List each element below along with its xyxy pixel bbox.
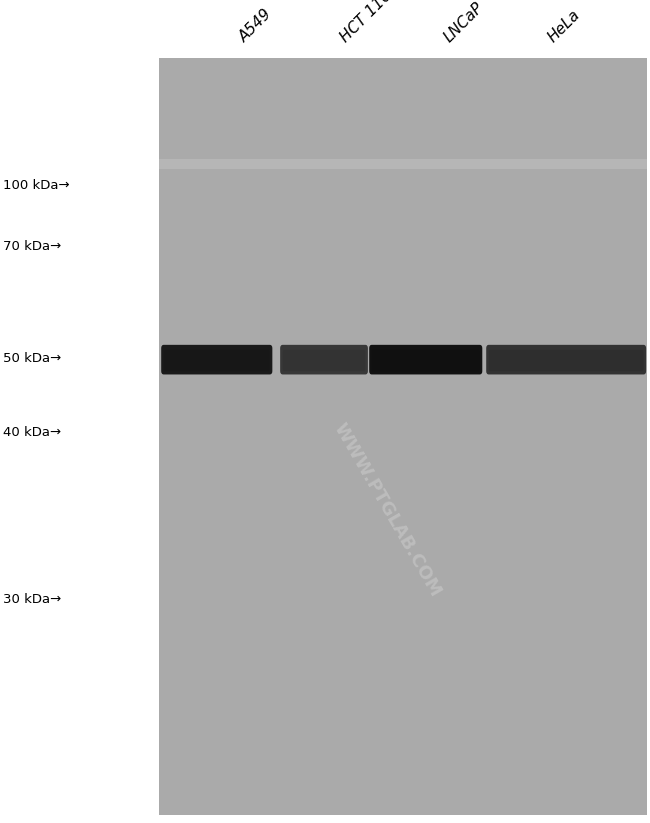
Text: HeLa: HeLa	[545, 7, 583, 45]
FancyBboxPatch shape	[161, 345, 272, 374]
Text: 50 kDa→: 50 kDa→	[3, 351, 62, 365]
Text: LNCaP: LNCaP	[441, 0, 486, 45]
Text: 70 kDa→: 70 kDa→	[3, 240, 62, 253]
Bar	[159, 58, 647, 815]
Text: 100 kDa→: 100 kDa→	[3, 179, 70, 192]
Bar	[159, 159, 647, 169]
FancyBboxPatch shape	[486, 345, 646, 374]
FancyBboxPatch shape	[164, 350, 270, 371]
Text: 30 kDa→: 30 kDa→	[3, 593, 62, 606]
FancyBboxPatch shape	[283, 350, 365, 371]
FancyBboxPatch shape	[280, 345, 368, 374]
Text: 40 kDa→: 40 kDa→	[3, 425, 61, 439]
Text: HCT 116: HCT 116	[337, 0, 394, 45]
Text: WWW.PTGLAB.COM: WWW.PTGLAB.COM	[330, 421, 444, 600]
Text: A549: A549	[237, 7, 275, 45]
FancyBboxPatch shape	[372, 350, 480, 371]
FancyBboxPatch shape	[369, 345, 482, 374]
FancyBboxPatch shape	[489, 350, 644, 371]
